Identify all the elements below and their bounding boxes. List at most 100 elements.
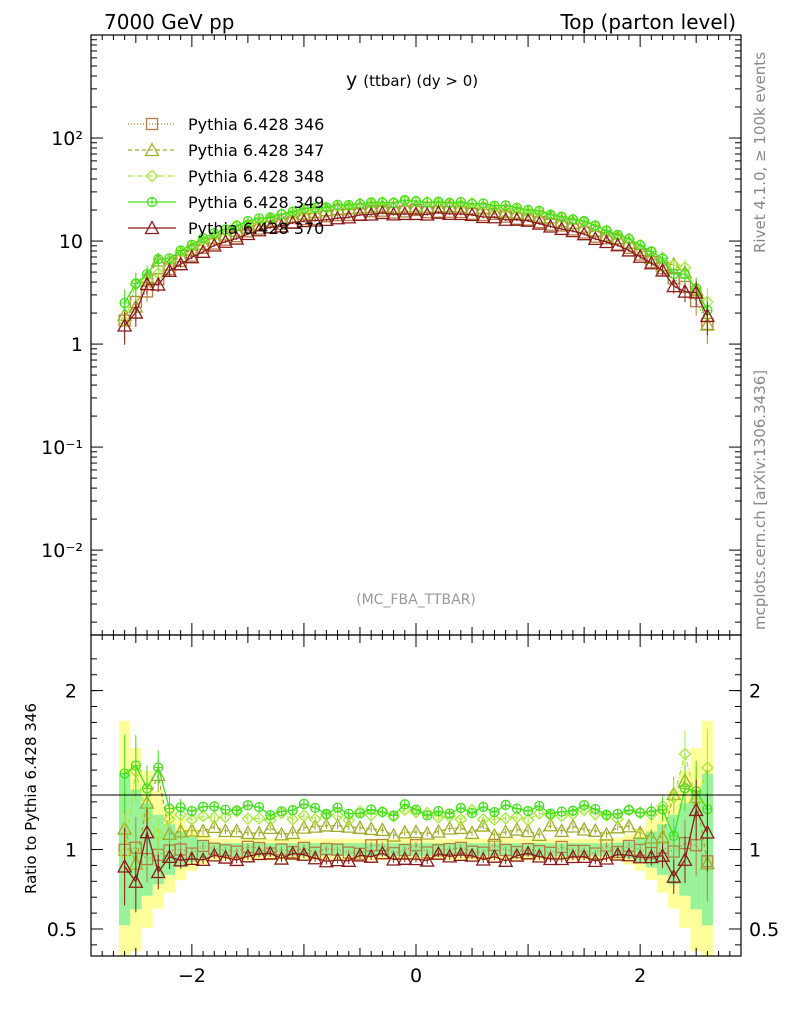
legend-label: Pythia 6.428 347 — [188, 141, 324, 160]
data-point — [117, 317, 133, 332]
ratio-point — [318, 817, 334, 832]
ratio-point — [206, 818, 222, 833]
data-point — [666, 278, 682, 293]
ratio-point — [184, 822, 200, 837]
ratio-point — [352, 847, 368, 862]
data-point — [576, 218, 592, 233]
ratio-point — [475, 817, 491, 832]
ratio-point — [352, 819, 368, 834]
ratio-point — [554, 823, 570, 838]
header-right: Top (parton level) — [559, 10, 736, 34]
ratio-point — [488, 813, 501, 827]
ratio-band-green — [387, 843, 400, 856]
ratio-point — [128, 873, 144, 888]
legend-marker — [144, 220, 160, 235]
ratio-point — [699, 824, 715, 839]
ratio-point — [374, 822, 390, 837]
ratio-tick-label: 0.5 — [749, 919, 779, 941]
data-point — [229, 230, 245, 245]
ratio-point — [443, 809, 457, 823]
ratio-series-1 — [117, 757, 715, 903]
data-point — [632, 248, 648, 263]
ratio-point — [374, 845, 390, 860]
ratio-point — [542, 817, 559, 832]
ratio-point — [408, 824, 424, 839]
ratio-point — [409, 839, 423, 852]
ratio-point — [453, 846, 469, 861]
analysis-watermark: (MC_FBA_TTBAR) — [356, 592, 476, 608]
ratio-point — [262, 845, 278, 860]
ratio-point — [453, 820, 469, 835]
ratio-point — [251, 825, 267, 840]
legend-marker — [144, 142, 160, 157]
ratio-series-4 — [117, 779, 715, 913]
data-point — [621, 242, 637, 257]
ratio-point — [677, 851, 693, 866]
ratio-point — [476, 813, 490, 826]
ratio-ylabel: Ratio to Pythia 6.428 346 — [22, 703, 40, 894]
data-point — [397, 198, 413, 213]
ratio-point — [207, 811, 221, 825]
ratio-band-green — [410, 843, 422, 856]
ratio-line — [124, 808, 708, 884]
ratio-point — [240, 825, 256, 840]
ratio-band-green — [264, 843, 276, 856]
ratio-line — [124, 842, 708, 862]
legend-label: Pythia 6.428 370 — [188, 219, 324, 238]
ratio-point — [285, 845, 301, 860]
ratio-line — [124, 764, 708, 838]
ratio-point — [184, 851, 200, 866]
ratio-point — [161, 849, 178, 864]
chart-title: y (ttbar) (dy > 0) — [346, 69, 478, 91]
x-tick-label: −2 — [178, 965, 206, 987]
ratio-point — [442, 820, 458, 835]
ratio-point — [566, 807, 580, 821]
y-tick-label: 10² — [51, 128, 83, 150]
ratio-point — [139, 824, 155, 839]
ratio-point — [587, 822, 603, 837]
ratio-line — [124, 772, 709, 864]
data-point — [207, 229, 221, 243]
ratio-point — [610, 846, 626, 861]
data-point — [128, 304, 144, 319]
ratio-point — [464, 825, 480, 840]
ratio-point — [510, 810, 524, 824]
ratio-point — [430, 845, 447, 860]
header-left: 7000 GeV pp — [104, 10, 235, 34]
series-line — [124, 205, 708, 325]
y-tick-label: 10⁻² — [41, 540, 83, 562]
ratio-point — [454, 813, 468, 826]
ratio-point — [331, 809, 344, 822]
ratio-point — [520, 845, 536, 860]
ratio-point — [632, 825, 648, 840]
ratio-point — [688, 802, 704, 817]
ratio-point — [644, 808, 658, 822]
y-tick-label: 1 — [71, 334, 83, 356]
ratio-point — [667, 791, 681, 804]
y-tick-label: 10 — [59, 231, 83, 253]
ratio-point — [206, 847, 222, 862]
ratio-point — [600, 809, 613, 822]
ratio-point — [217, 823, 234, 838]
ratio-point — [150, 864, 166, 879]
ratio-point — [196, 809, 210, 823]
ratio-point — [532, 806, 546, 820]
main-panel: 10² 10 1 10⁻¹ 10⁻² y (ttbar) (dy > 0) (MC_FBA… — [41, 34, 742, 636]
ratio-point — [531, 826, 547, 841]
ratio-point — [252, 812, 266, 825]
ratio-point — [509, 821, 525, 836]
ratio-tick-label: 2 — [65, 681, 77, 703]
legend-label: Pythia 6.428 348 — [188, 167, 324, 186]
x-tick-label: 0 — [410, 965, 422, 987]
data-point — [699, 308, 715, 323]
ratio-point — [151, 828, 165, 841]
data-point — [430, 204, 447, 219]
data-point — [374, 205, 390, 220]
legend-label: Pythia 6.428 346 — [188, 115, 324, 134]
ratio-point — [486, 848, 503, 863]
ratio-point — [185, 813, 199, 827]
ratio-tick-label: 1 — [65, 840, 77, 862]
ratio-point — [499, 811, 513, 825]
ratio-band-green — [376, 843, 388, 856]
